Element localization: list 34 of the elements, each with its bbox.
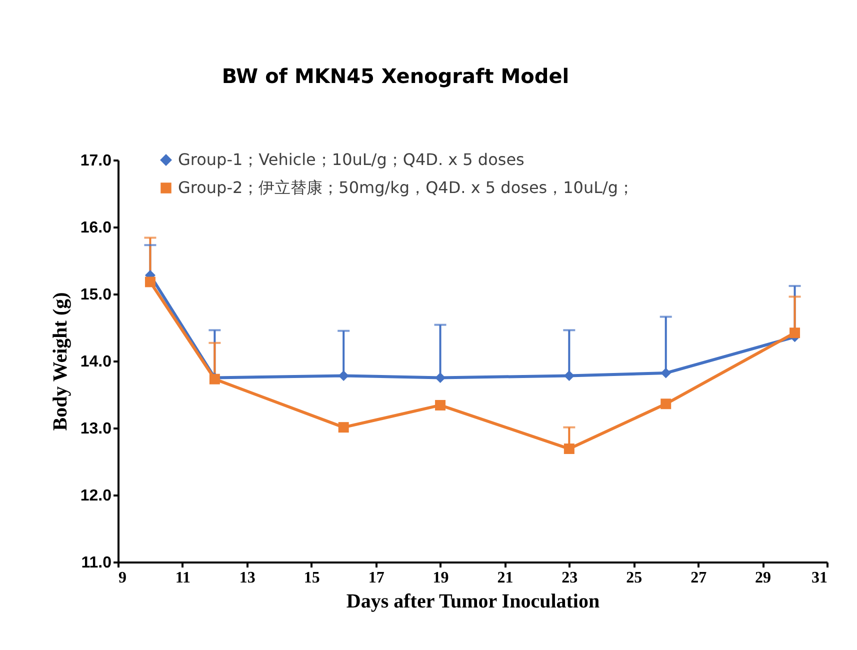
x-tick-label: 27 [690, 570, 707, 586]
x-tick-label: 15 [304, 570, 320, 586]
x-tick-label: 21 [497, 570, 514, 586]
point [435, 372, 446, 383]
x-tick-label: 13 [239, 570, 256, 586]
y-tick-label: 15.0 [80, 286, 112, 304]
x-tick-label: 23 [562, 570, 578, 586]
legend-label: Group-1；Vehicle；10uL/g；Q4D. x 5 doses [178, 150, 524, 169]
point [790, 328, 800, 338]
x-tick-label: 17 [368, 570, 384, 586]
point [660, 368, 672, 378]
y-tick-label: 13.0 [80, 420, 112, 438]
y-tick-label: 12.0 [80, 488, 112, 504]
y-tick-label: 16.0 [80, 220, 112, 236]
x-tick-label: 19 [432, 570, 449, 586]
chart-title: BW of MKN45 Xenograft Model [222, 64, 570, 88]
y-tick-label: 17.0 [80, 152, 112, 170]
point [435, 400, 446, 410]
legend-label: Group-2；伊立替康；50mg/kg，Q4D. x 5 doses，10uL/g； [178, 178, 634, 197]
x-tick-label: 11 [175, 570, 191, 586]
point [564, 444, 574, 454]
x-axis-title: Days after Tumor Inoculation [346, 590, 600, 612]
y-tick-label: 14.0 [80, 354, 112, 370]
point [564, 370, 574, 381]
point [338, 370, 349, 381]
y-tick-label: 11.0 [81, 554, 112, 572]
x-tick-label: 25 [626, 570, 642, 586]
x-tick-label: 9 [118, 570, 126, 586]
point [144, 276, 156, 288]
x-tick-label: 31 [812, 570, 828, 586]
y-axis-title: Body Weight (g) [49, 292, 72, 431]
point [338, 422, 349, 433]
x-tick-label: 29 [755, 570, 772, 586]
point [660, 398, 672, 410]
